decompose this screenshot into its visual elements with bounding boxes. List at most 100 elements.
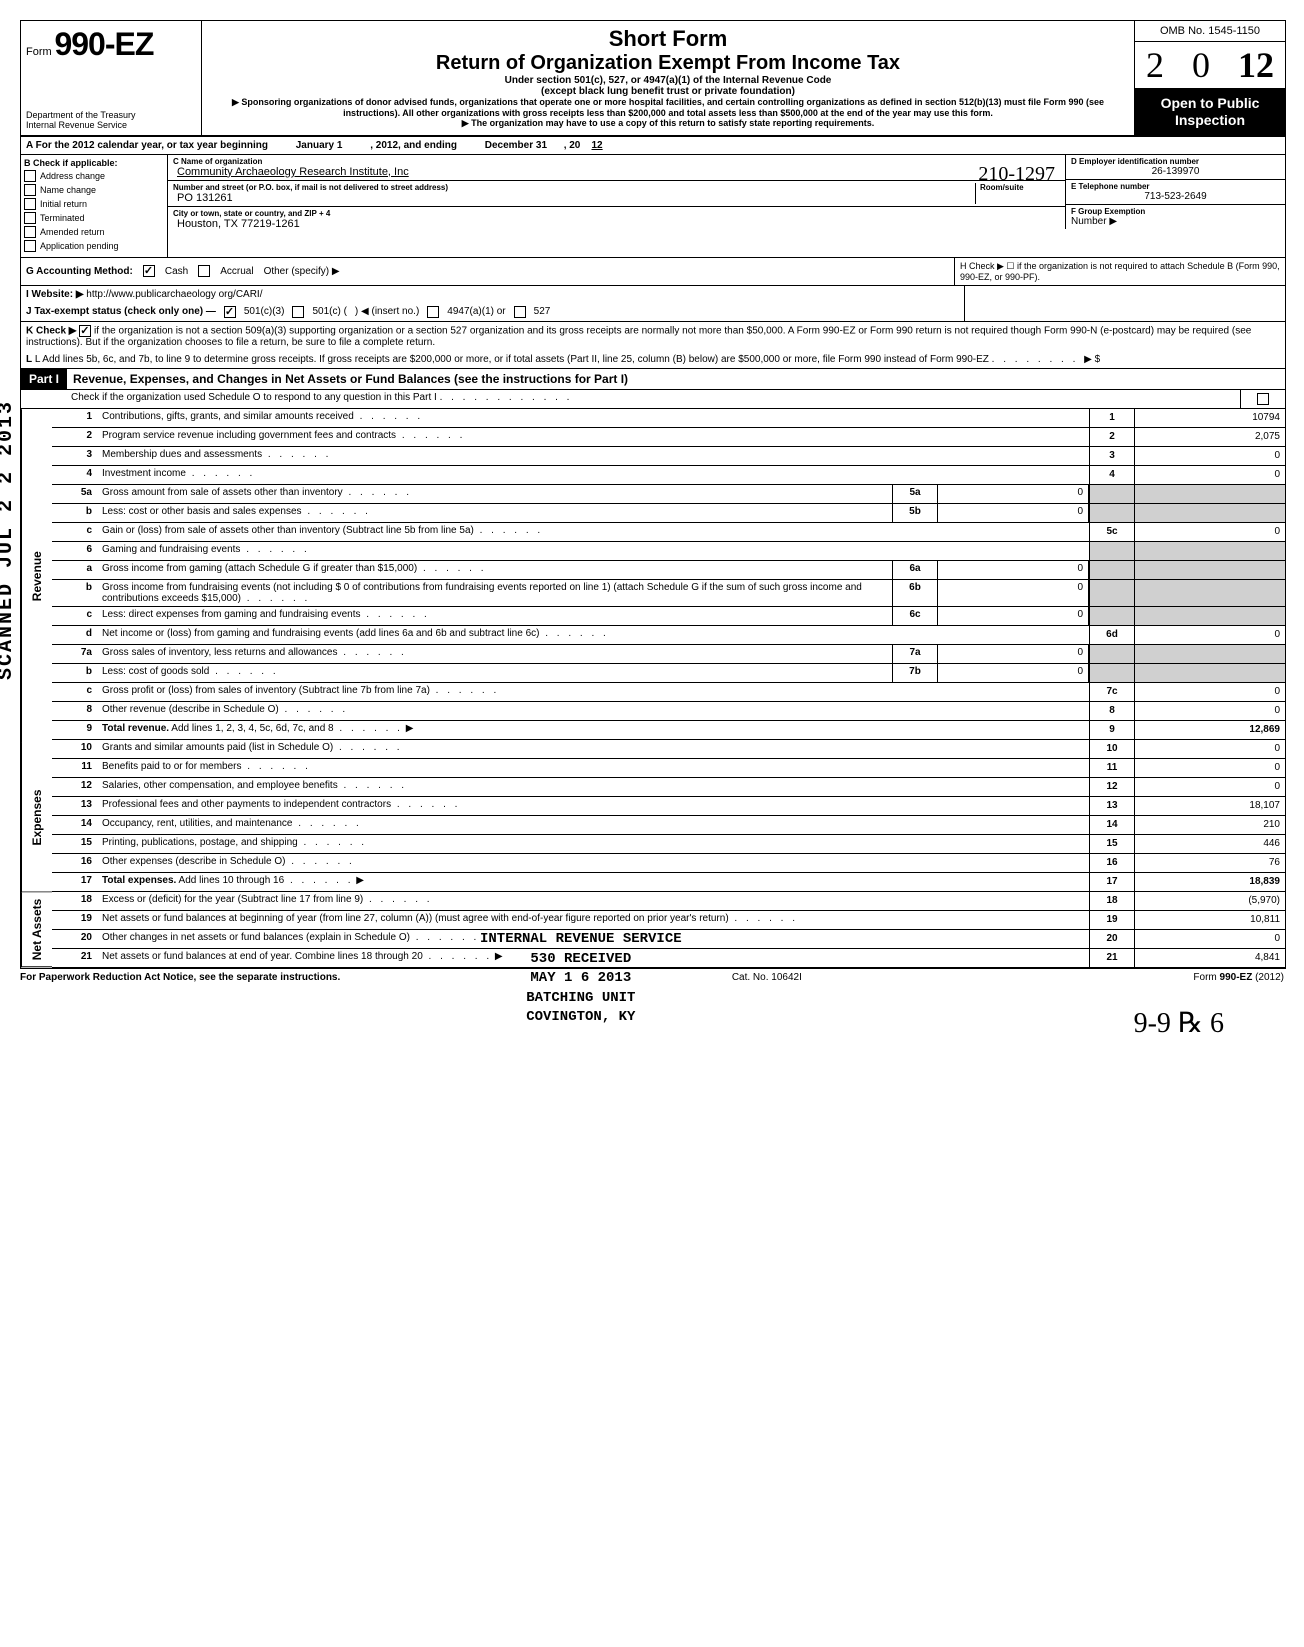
line-c: cGross profit or (loss) from sales of in…	[52, 683, 1285, 702]
row-l: L L Add lines 5b, 6c, and 7b, to line 9 …	[21, 351, 1285, 369]
dept-irs: Internal Revenue Service	[26, 120, 196, 130]
part1-check-row: Check if the organization used Schedule …	[21, 390, 1285, 409]
subtitle-except: (except black lung benefit trust or priv…	[212, 86, 1124, 97]
line-text: Gross income from fundraising events (no…	[97, 580, 892, 606]
title-short-form: Short Form	[212, 26, 1124, 52]
line-text: Net income or (loss) from gaming and fun…	[97, 626, 1089, 644]
line-7a: 7aGross sales of inventory, less returns…	[52, 645, 1285, 664]
footer-cat: Cat. No. 10642I	[732, 972, 802, 983]
line-text: Total revenue. Add lines 1, 2, 3, 4, 5c,…	[97, 721, 1089, 739]
line-19: 19Net assets or fund balances at beginni…	[52, 911, 1285, 930]
line-text: Investment income . . . . . .	[97, 466, 1089, 484]
org-info-grid: B Check if applicable: Address change Na…	[21, 155, 1285, 258]
chk-address-change[interactable]	[24, 170, 36, 182]
end-val: 76	[1134, 854, 1285, 872]
line-num: 16	[52, 854, 97, 872]
line-text: Gain or (loss) from sale of assets other…	[97, 523, 1089, 541]
end-val: 10794	[1134, 409, 1285, 427]
end-val: 0	[1134, 447, 1285, 465]
end-val: 0	[1134, 759, 1285, 777]
line-num: 8	[52, 702, 97, 720]
header-center: Short Form Return of Organization Exempt…	[202, 21, 1134, 135]
tax-year: 2⃝0⃝12	[1135, 42, 1285, 89]
end-num: 13	[1089, 797, 1134, 815]
line-1: 1Contributions, gifts, grants, and simil…	[52, 409, 1285, 428]
end-num-shaded	[1089, 607, 1134, 625]
row-h: H Check ▶ ☐ if the organization is not r…	[954, 258, 1285, 285]
line-num: 18	[52, 892, 97, 910]
row-i-website: I Website: ▶ http://www.publicarchaeolog…	[21, 286, 1285, 303]
chk-schedule-o[interactable]	[1257, 393, 1269, 405]
line-3: 3Membership dues and assessments . . . .…	[52, 447, 1285, 466]
line-num: 6	[52, 542, 97, 560]
end-num-shaded	[1089, 485, 1134, 503]
col-c-org: C Name of organization Community Archaeo…	[168, 155, 1285, 257]
mid-val: 0	[938, 664, 1089, 682]
chk-527[interactable]	[514, 306, 526, 318]
end-val: 210	[1134, 816, 1285, 834]
end-num: 8	[1089, 702, 1134, 720]
line-text: Net assets or fund balances at beginning…	[97, 911, 1089, 929]
line-text: Other expenses (describe in Schedule O) …	[97, 854, 1089, 872]
col-b-header: B Check if applicable:	[24, 158, 164, 168]
scanned-stamp: SCANNED JUL 2 2 2013	[0, 400, 18, 680]
end-num: 11	[1089, 759, 1134, 777]
line-num: 12	[52, 778, 97, 796]
line-num: b	[52, 504, 97, 522]
line-text: Gaming and fundraising events . . . . . …	[97, 542, 1089, 560]
end-num: 20	[1089, 930, 1134, 948]
end-val: 0	[1134, 523, 1285, 541]
chk-4947[interactable]	[427, 306, 439, 318]
line-num: 10	[52, 740, 97, 758]
end-val: 12,869	[1134, 721, 1285, 739]
end-num: 17	[1089, 873, 1134, 891]
org-name: Community Archaeology Research Institute…	[173, 166, 1060, 178]
line-text: Total expenses. Add lines 10 through 16 …	[97, 873, 1089, 891]
line-num: 5a	[52, 485, 97, 503]
chk-501c[interactable]	[292, 306, 304, 318]
end-val: (5,970)	[1134, 892, 1285, 910]
mid-num: 5b	[892, 504, 938, 522]
end-val: 10,811	[1134, 911, 1285, 929]
chk-k[interactable]	[79, 325, 91, 337]
footer-right: Form 990-EZ (2012)	[1193, 972, 1284, 983]
side-netassets: Net Assets	[21, 892, 52, 967]
line-text: Program service revenue including govern…	[97, 428, 1089, 446]
end-val: 446	[1134, 835, 1285, 853]
form-prefix: Form	[26, 46, 52, 58]
line-10: 10Grants and similar amounts paid (list …	[52, 740, 1285, 759]
chk-cash[interactable]	[143, 265, 155, 277]
header-left: Form 990-EZ Department of the Treasury I…	[21, 21, 202, 135]
end-num: 12	[1089, 778, 1134, 796]
sponsor-note: ▶ Sponsoring organizations of donor advi…	[212, 97, 1124, 118]
line-text: Gross profit or (loss) from sales of inv…	[97, 683, 1089, 701]
chk-pending[interactable]	[24, 240, 36, 252]
end-val-shaded	[1134, 607, 1285, 625]
line-num: 20	[52, 930, 97, 948]
ein-value: 26-139970	[1071, 166, 1280, 177]
chk-accrual[interactable]	[198, 265, 210, 277]
line-18: 18Excess or (deficit) for the year (Subt…	[52, 892, 1285, 911]
line-13: 13Professional fees and other payments t…	[52, 797, 1285, 816]
dept-treasury: Department of the Treasury	[26, 110, 196, 120]
line-num: 17	[52, 873, 97, 891]
line-text: Excess or (deficit) for the year (Subtra…	[97, 892, 1089, 910]
end-val: 0	[1134, 702, 1285, 720]
chk-amended[interactable]	[24, 226, 36, 238]
line-text: Professional fees and other payments to …	[97, 797, 1089, 815]
col-def: D Employer identification number 26-1399…	[1065, 155, 1285, 232]
chk-terminated[interactable]	[24, 212, 36, 224]
org-city: Houston, TX 77219-1261	[173, 218, 1060, 230]
line-text: Grants and similar amounts paid (list in…	[97, 740, 1089, 758]
line-b: bLess: cost of goods sold . . . . . .7b0	[52, 664, 1285, 683]
line-num: b	[52, 664, 97, 682]
end-val: 0	[1134, 683, 1285, 701]
chk-501c3[interactable]	[224, 306, 236, 318]
chk-initial-return[interactable]	[24, 198, 36, 210]
side-expenses: Expenses	[21, 743, 52, 893]
end-num-shaded	[1089, 645, 1134, 663]
copy-note: ▶ The organization may have to use a cop…	[212, 118, 1124, 129]
title-return: Return of Organization Exempt From Incom…	[212, 52, 1124, 75]
side-revenue: Revenue	[21, 409, 52, 743]
chk-name-change[interactable]	[24, 184, 36, 196]
